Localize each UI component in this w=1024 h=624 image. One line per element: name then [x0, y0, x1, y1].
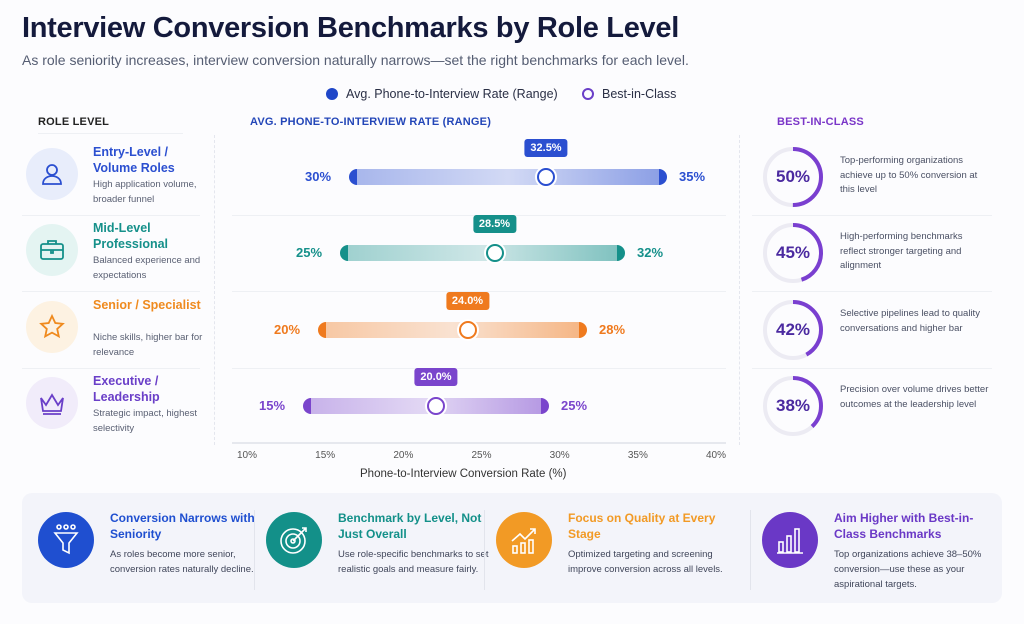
avg-label: 24.0% [445, 292, 490, 310]
legend-range: Avg. Phone-to-Interview Rate (Range) [326, 87, 558, 101]
card-title: Focus on Quality at Every Stage [568, 511, 716, 541]
role-row: Entry-Level / Volume Roles High applicat… [22, 144, 197, 220]
progress-ring [763, 147, 823, 207]
role-name: Entry-Level / Volume Roles [93, 145, 175, 175]
range-bar [303, 398, 549, 414]
insight-card: Benchmark by Level, Not Just Overall Use… [266, 510, 496, 590]
card-description: Top organizations achieve 38–50% convers… [834, 549, 982, 590]
best-value: 45% [775, 243, 811, 262]
x-tick-label: 20% [393, 450, 414, 461]
x-tick-label: 35% [627, 450, 648, 461]
legend-best-label: Best-in-Class [602, 87, 677, 101]
avg-label: 32.5% [524, 139, 568, 157]
best-value: 38% [775, 396, 811, 415]
page-title: Interview Conversion Benchmarks by Role … [22, 12, 679, 44]
best-in-class-item: 45% High-performing benchmarks reflect s… [760, 220, 1000, 290]
legend-best: Best-in-Class [582, 87, 676, 101]
star-icon [26, 301, 78, 353]
best-in-class-item: 50% Top-performing organizations achieve… [760, 144, 1000, 214]
best-in-class-item: 42% Selective pipelines lead to quality … [760, 297, 1000, 367]
avg-label: 28.5% [472, 215, 517, 233]
max-label: 28% [599, 322, 626, 337]
x-tick-label: 25% [471, 450, 492, 461]
role-name: Executive / Leadership [93, 374, 160, 404]
role-name: Mid-Level Professional [93, 221, 169, 251]
range-bar [340, 245, 625, 261]
best-in-class-item: 38% Precision over volume drives better … [760, 373, 1000, 443]
funnel-icon [38, 512, 94, 568]
best-value: 50% [775, 167, 811, 186]
card-title: Benchmark by Level, Not Just Overall [338, 511, 482, 541]
legend-range-label: Avg. Phone-to-Interview Rate (Range) [346, 87, 558, 101]
legend-dot-icon [326, 88, 338, 100]
progress-ring [763, 300, 823, 360]
role-name: Senior / Specialist [93, 298, 201, 312]
legend-ring-icon [582, 88, 594, 100]
best-value: 42% [775, 320, 811, 339]
card-description: As roles become more senior, conversion … [110, 549, 254, 575]
avg-marker [427, 397, 445, 415]
x-axis-label: Phone-to-Interview Conversion Rate (%) [360, 468, 567, 480]
insight-card: Conversion Narrows with Seniority As rol… [38, 510, 268, 590]
avg-marker [485, 244, 504, 262]
min-label: 15% [259, 398, 286, 413]
card-description: Use role-specific benchmarks to set real… [338, 549, 489, 575]
max-label: 32% [637, 245, 664, 260]
avg-marker [537, 168, 555, 186]
role-description: Balanced experience and expectations [93, 255, 201, 281]
avg-marker [458, 321, 477, 339]
min-label: 25% [296, 245, 323, 260]
header-role: ROLE LEVEL [38, 116, 110, 128]
briefcase-icon [26, 224, 78, 276]
card-description: Optimized targeting and screening improv… [568, 549, 723, 575]
crown-icon [26, 377, 78, 429]
role-row: Executive / Leadership Strategic impact,… [22, 373, 197, 449]
range-bar [318, 322, 587, 338]
growth-chart-icon [496, 512, 552, 568]
card-title: Conversion Narrows with Seniority [110, 511, 255, 541]
range-bar [349, 169, 667, 185]
header-best: BEST-IN-CLASS [777, 116, 864, 128]
avg-label: 20.0% [414, 368, 458, 386]
user-icon [26, 148, 78, 200]
role-row: Mid-Level Professional Balanced experien… [22, 220, 200, 296]
min-label: 20% [274, 322, 301, 337]
max-label: 35% [679, 169, 706, 184]
x-axis [232, 442, 726, 444]
best-description: Selective pipelines lead to quality conv… [840, 308, 980, 334]
page-subtitle: As role seniority increases, interview c… [22, 52, 689, 68]
x-tick-label: 10% [236, 450, 258, 461]
x-tick-label: 15% [315, 450, 336, 461]
role-description: Strategic impact, highest selectivity [93, 408, 198, 434]
x-tick-label: 40% [705, 450, 727, 461]
x-tick-label: 30% [549, 450, 570, 461]
target-icon [266, 512, 322, 568]
progress-ring [763, 376, 823, 436]
best-description: Precision over volume drives better outc… [840, 384, 989, 410]
role-description: High application volume, broader funnel [93, 179, 197, 205]
card-title: Aim Higher with Best-in-Class Benchmarks [834, 511, 974, 541]
progress-ring [763, 223, 823, 283]
insight-card: Focus on Quality at Every Stage Optimize… [496, 510, 726, 590]
best-description: High-performing benchmarks reflect stron… [840, 231, 963, 271]
bar-chart-icon [762, 512, 818, 568]
header-range: AVG. PHONE-TO-INTERVIEW RATE (RANGE) [250, 116, 492, 128]
role-description: Niche skills, higher bar for relevance [93, 332, 203, 358]
min-label: 30% [305, 169, 332, 184]
max-label: 25% [561, 398, 588, 413]
insight-card: Aim Higher with Best-in-Class Benchmarks… [762, 510, 992, 590]
role-row: Senior / Specialist Niche skills, higher… [22, 297, 202, 373]
best-description: Top-performing organizations achieve up … [840, 155, 978, 195]
